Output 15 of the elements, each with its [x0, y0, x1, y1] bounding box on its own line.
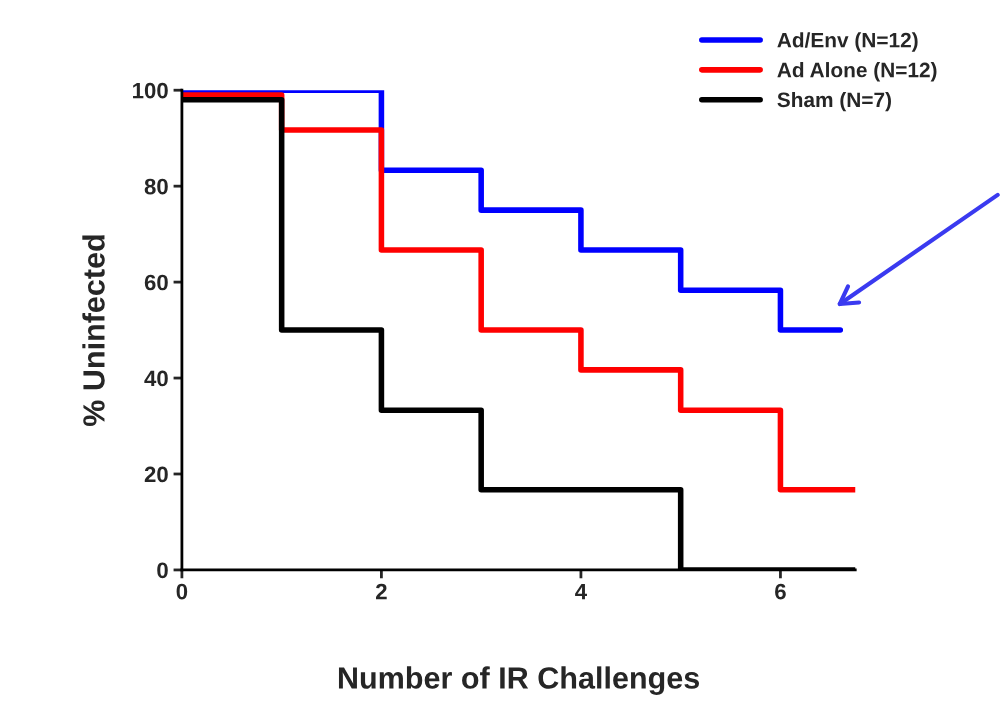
x-tick-label: 4: [575, 583, 587, 600]
y-tick-label: 100: [133, 82, 168, 99]
legend-label: Ad/Env (N=12): [777, 32, 918, 52]
y-tick-label: 20: [144, 466, 168, 483]
legend-label: Sham (N=7): [777, 91, 891, 112]
legend-label: Ad Alone (N=12): [777, 62, 937, 82]
y-tick-label: 60: [144, 274, 168, 291]
y-tick-label: 80: [144, 178, 168, 195]
x-tick-label: 6: [775, 583, 786, 600]
x-axis-title: Number of IR Challenges: [338, 666, 699, 695]
y-axis-title: % Uninfected: [82, 235, 105, 427]
y-tick-label: 40: [144, 370, 168, 387]
x-tick-label: 2: [376, 583, 387, 600]
y-tick-label: 0: [157, 562, 168, 579]
x-tick-label: 0: [176, 583, 188, 600]
